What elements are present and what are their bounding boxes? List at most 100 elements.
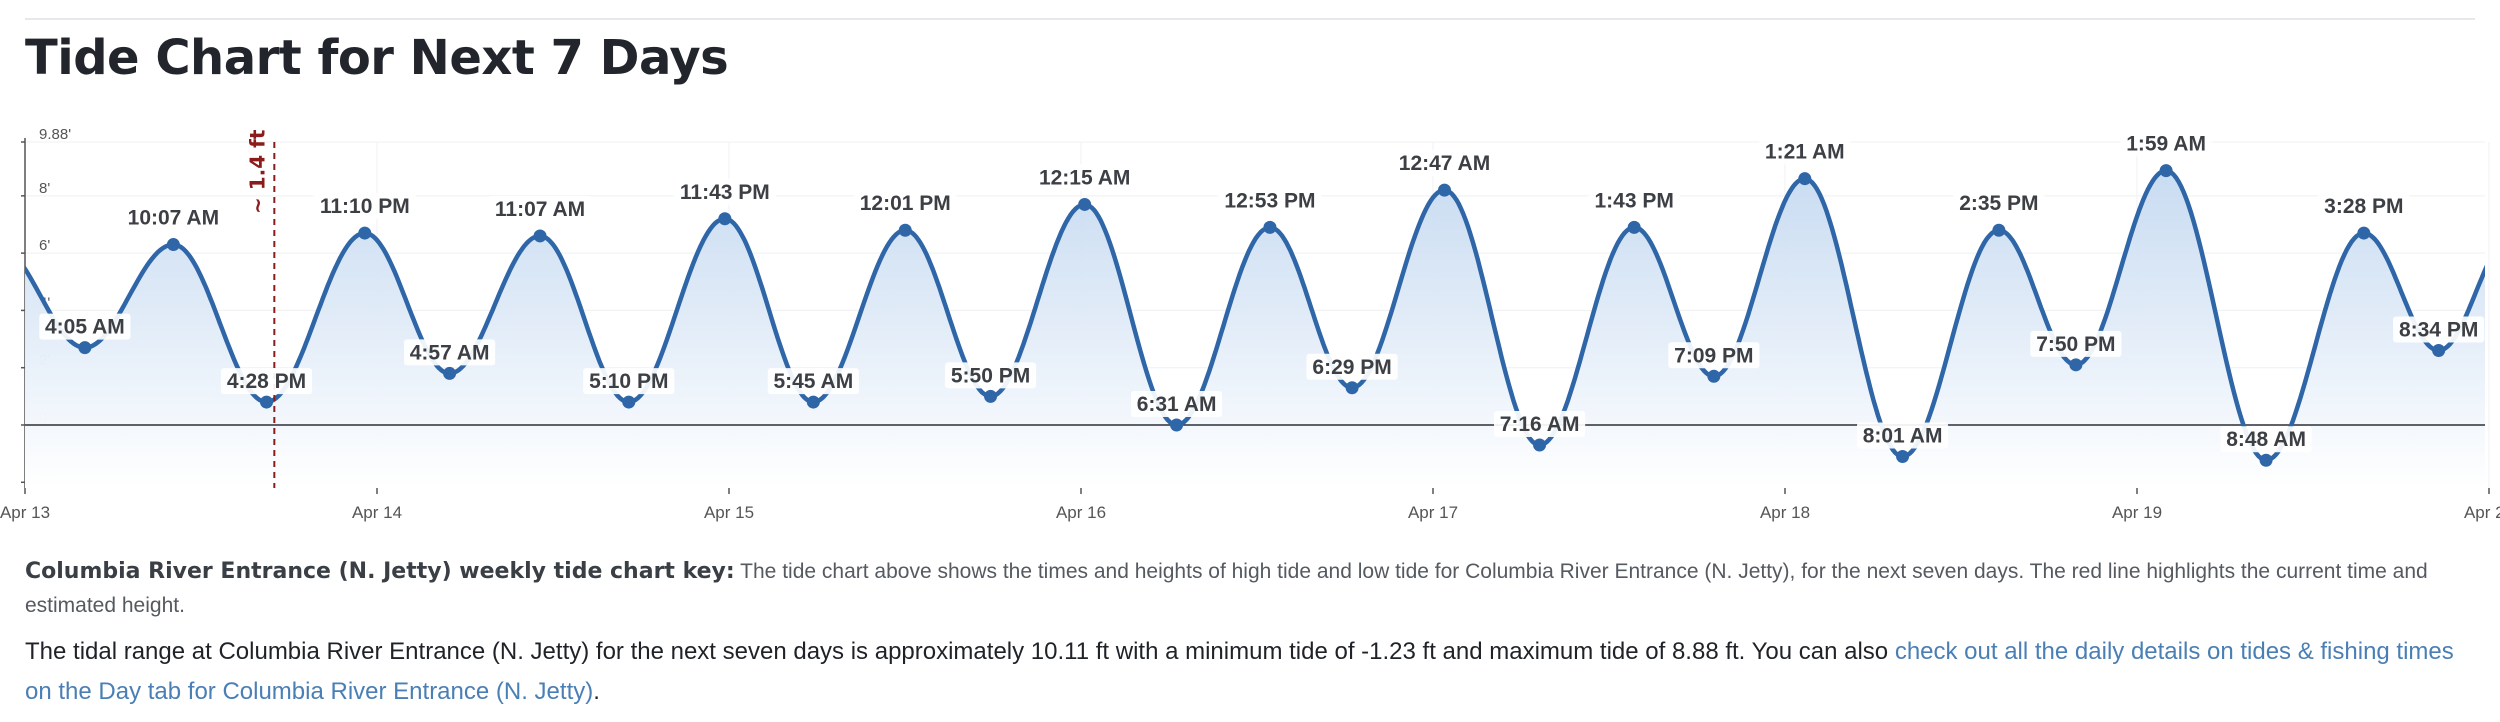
point-label-bg bbox=[1218, 187, 1322, 214]
x-tick-label: Apr 13 bbox=[0, 503, 50, 522]
x-tick-label: Apr 17 bbox=[1408, 503, 1458, 522]
point-label-bg bbox=[39, 313, 131, 340]
tidal-range-text: The tidal range at Columbia River Entran… bbox=[25, 638, 1889, 665]
low-tide-label: 6:31 AM bbox=[1137, 393, 1217, 416]
point-label-bg bbox=[1856, 422, 1949, 449]
point-label-bg bbox=[2318, 193, 2410, 220]
point-label-bg bbox=[1953, 190, 2045, 217]
point-label-bg bbox=[1130, 390, 1223, 417]
low-tide-point bbox=[1707, 369, 1721, 383]
low-tide-point bbox=[1896, 449, 1910, 463]
tide-area-fill bbox=[25, 170, 2485, 488]
low-tide-label: 7:16 AM bbox=[1500, 413, 1580, 436]
low-tide-point bbox=[984, 389, 998, 403]
y-tick-label: 8' bbox=[39, 180, 50, 197]
high-tide-point bbox=[718, 212, 732, 226]
high-tide-label: 1:21 AM bbox=[1765, 141, 1845, 164]
x-axis: Apr 13 Apr 14 Apr 15 Apr 16 Apr 17 Apr 18 Apr … bbox=[0, 488, 2500, 522]
low-tide-label: 5:45 AM bbox=[773, 370, 853, 393]
low-tide-point bbox=[78, 341, 92, 355]
high-tide-label: 12:47 AM bbox=[1399, 152, 1490, 175]
page-title: Tide Chart for Next 7 Days bbox=[25, 30, 729, 86]
high-tide-point bbox=[1627, 220, 1641, 234]
point-label-bg bbox=[1759, 138, 1851, 165]
high-tide-point bbox=[1992, 223, 2006, 237]
tidal-range-end: . bbox=[593, 678, 600, 705]
tidal-range-summary: The tidal range at Columbia River Entran… bbox=[25, 632, 2455, 712]
high-tide-point bbox=[166, 238, 180, 252]
high-tide-label: 1:43 PM bbox=[1594, 189, 1673, 212]
low-tide-label: 6:29 PM bbox=[1312, 356, 1391, 379]
high-tide-point bbox=[1078, 197, 1092, 211]
tide-points: 4:05 AM 10:07 AM 4:28 PM 11:10 PM 4:57 AM 11:… bbox=[39, 130, 2485, 467]
point-label-bg bbox=[2220, 426, 2312, 453]
low-tide-label: 8:48 AM bbox=[2226, 428, 2306, 451]
x-tick-label: Apr 15 bbox=[704, 503, 754, 522]
high-tide-label: 3:28 PM bbox=[2324, 195, 2403, 218]
low-tide-point bbox=[260, 395, 274, 409]
point-label-bg bbox=[1393, 150, 1496, 177]
point-label-bg bbox=[2393, 316, 2485, 343]
point-label-bg bbox=[1668, 342, 1760, 369]
point-label-bg bbox=[2030, 330, 2122, 357]
point-label-bg bbox=[1033, 164, 1137, 191]
low-tide-point bbox=[1533, 438, 1547, 452]
point-label-bg bbox=[313, 193, 417, 220]
y-tick-label: 9.88' bbox=[39, 126, 71, 143]
chart-key-body: The tide chart above shows the times and… bbox=[25, 560, 2428, 617]
high-tide-point bbox=[1263, 220, 1277, 234]
point-label-bg bbox=[488, 195, 592, 222]
x-tick-label: Apr 19 bbox=[2112, 503, 2162, 522]
low-tide-point bbox=[443, 366, 457, 380]
high-tide-label: 12:53 PM bbox=[1224, 189, 1315, 212]
point-label-bg bbox=[673, 178, 777, 205]
tide-chart-svg: 9.88'8'6'4'2'0'-2' ~ 1.4 ft 4:05 AM10:07… bbox=[0, 126, 2500, 522]
point-label-bg bbox=[121, 204, 225, 231]
low-tide-label: 7:09 PM bbox=[1674, 344, 1753, 367]
low-tide-point bbox=[806, 395, 820, 409]
y-tick-label: 6' bbox=[39, 237, 50, 254]
high-tide-label: 11:10 PM bbox=[320, 195, 410, 218]
high-tide-label: 1:59 AM bbox=[2126, 133, 2206, 156]
point-label-bg bbox=[2120, 130, 2212, 157]
day-tab-link[interactable]: check out all the daily details on tides… bbox=[25, 638, 2454, 705]
x-tick-label: Apr 16 bbox=[1056, 503, 1106, 522]
low-tide-label: 8:01 AM bbox=[1863, 424, 1943, 447]
tide-chart: 9.88'8'6'4'2'0'-2' ~ 1.4 ft 4:05 AM10:07… bbox=[0, 120, 2500, 530]
high-tide-label: 11:43 PM bbox=[680, 181, 770, 204]
point-label-bg bbox=[1493, 411, 1586, 438]
x-tick-label: Apr 18 bbox=[1760, 503, 1810, 522]
high-tide-label: 2:35 PM bbox=[1959, 192, 2038, 215]
low-tide-label: 8:34 PM bbox=[2399, 319, 2478, 342]
point-label-bg bbox=[1306, 353, 1398, 380]
high-tide-point bbox=[1798, 172, 1812, 186]
low-tide-point bbox=[2432, 344, 2446, 358]
low-tide-label: 5:50 PM bbox=[951, 364, 1030, 387]
low-tide-point bbox=[2259, 453, 2273, 467]
current-height-label: ~ 1.4 ft bbox=[245, 129, 269, 214]
low-tide-label: 4:05 AM bbox=[45, 316, 125, 339]
x-tick-label: Apr 14 bbox=[352, 503, 402, 522]
low-tide-label: 4:28 PM bbox=[227, 370, 306, 393]
low-tide-point bbox=[622, 395, 636, 409]
point-label-bg bbox=[944, 362, 1037, 389]
point-label-bg bbox=[853, 190, 957, 217]
high-tide-point bbox=[2159, 164, 2173, 178]
point-label-bg bbox=[404, 339, 496, 366]
chart-key-title: Columbia River Entrance (N. Jetty) weekl… bbox=[25, 559, 735, 584]
high-tide-label: 11:07 AM bbox=[495, 198, 585, 221]
low-tide-point bbox=[1170, 418, 1184, 432]
low-tide-label: 4:57 AM bbox=[410, 341, 490, 364]
point-label-bg bbox=[1588, 187, 1680, 214]
high-tide-label: 12:01 PM bbox=[860, 192, 951, 215]
top-divider bbox=[25, 18, 2475, 20]
current-time-marker: ~ 1.4 ft bbox=[245, 129, 276, 488]
chart-key: Columbia River Entrance (N. Jetty) weekl… bbox=[25, 555, 2455, 623]
point-label-bg bbox=[583, 368, 675, 395]
low-tide-label: 5:10 PM bbox=[589, 370, 668, 393]
high-tide-point bbox=[2357, 226, 2371, 240]
point-label-bg bbox=[220, 368, 313, 395]
low-tide-point bbox=[1345, 381, 1359, 395]
low-tide-point bbox=[2069, 358, 2083, 372]
high-tide-label: 12:15 AM bbox=[1039, 166, 1130, 189]
